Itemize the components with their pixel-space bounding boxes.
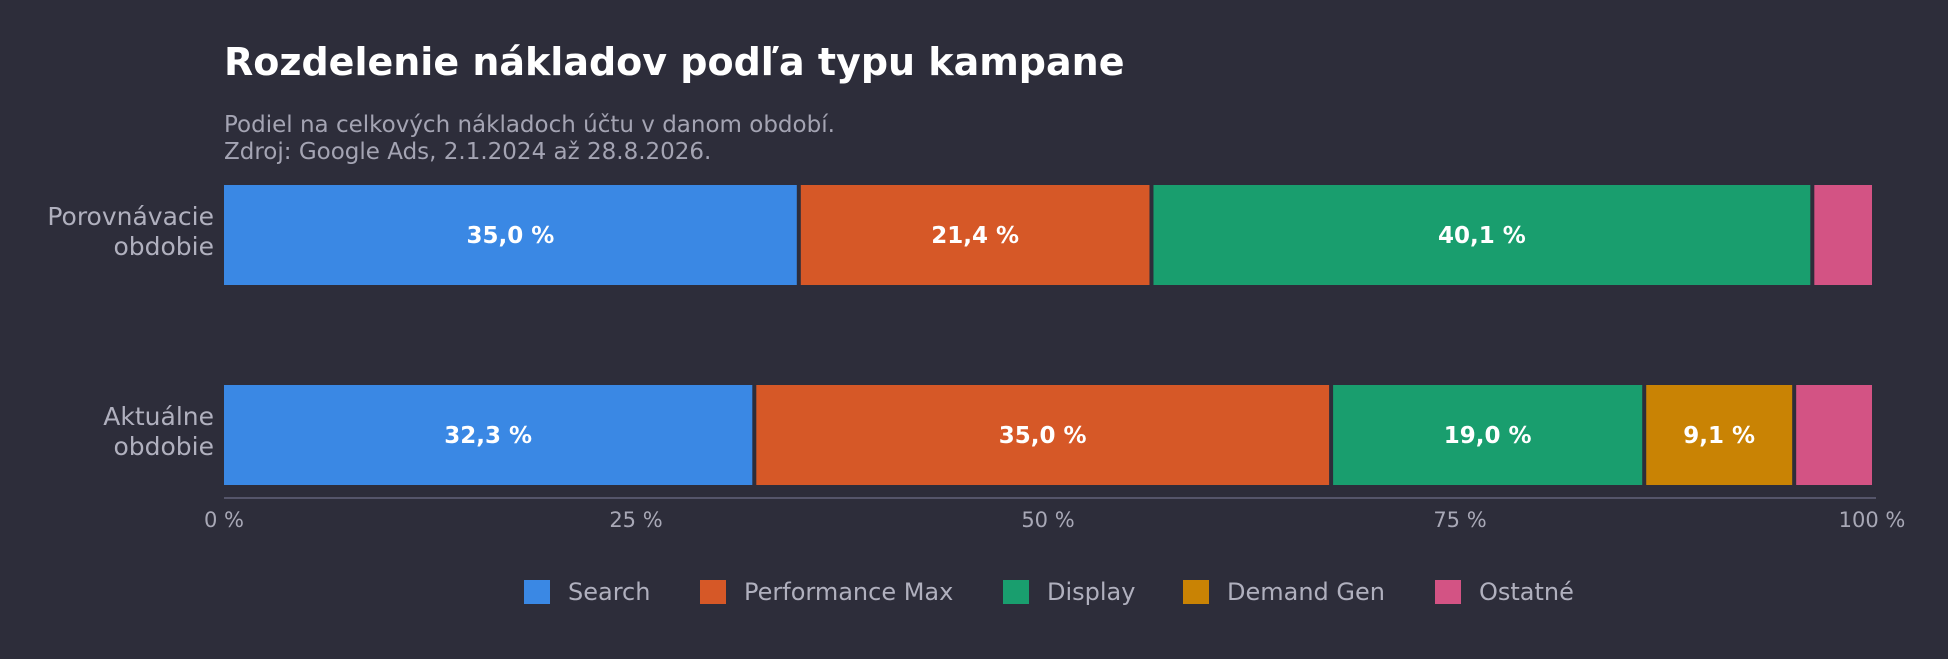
category-label: Porovnávacie (47, 202, 214, 231)
bar-segment-display-1 (1333, 385, 1643, 485)
legend-label: Search (568, 578, 650, 606)
legend-swatch (524, 580, 550, 604)
legend-swatch (700, 580, 726, 604)
legend-label: Display (1047, 578, 1135, 606)
legend: Search Performance Max Display Demand Gen Os… (524, 578, 1574, 606)
bar-segment-performance-max-1 (756, 385, 1330, 485)
bar-value-label: 21,4 % (931, 223, 1019, 249)
category-label: Aktuálne (103, 402, 214, 431)
legend-item-display[interactable]: Display (1003, 578, 1135, 606)
legend-item-search[interactable]: Search (524, 578, 650, 606)
x-axis-ticks: 0 % 25 % 50 % 75 % 100 % (204, 508, 1905, 532)
legend-label: Demand Gen (1227, 578, 1385, 606)
legend-swatch (1183, 580, 1209, 604)
chart-subtitle-line-1: Podiel na celkových nákladoch účtu v dan… (224, 112, 835, 138)
bar-segment-search-0 (224, 185, 797, 285)
bar-segment-ostatné-0 (1814, 185, 1872, 285)
bar-value-label: 19,0 % (1444, 423, 1532, 449)
bar-segment-ostatné-1 (1796, 385, 1872, 485)
legend-swatch (1435, 580, 1461, 604)
x-tick-label: 100 % (1839, 508, 1906, 532)
x-tick-label: 50 % (1021, 508, 1074, 532)
legend-label: Performance Max (744, 578, 953, 606)
bar-value-label: 40,1 % (1438, 223, 1526, 249)
legend-item-ostatné[interactable]: Ostatné (1435, 578, 1574, 606)
bar-value-label: 9,1 % (1683, 423, 1755, 449)
bar-value-label: 32,3 % (444, 423, 532, 449)
bars-group: 35,0 % 21,4 % 40,1 % 32,3 % 35,0 % 19,0 % 9,1 … (224, 185, 1872, 485)
bar-segment-display-0 (1153, 185, 1811, 285)
x-tick-label: 75 % (1433, 508, 1486, 532)
category-label: obdobie (113, 232, 214, 261)
chart-subtitle-line-2: Zdroj: Google Ads, 2.1.2024 až 28.8.2026… (224, 139, 711, 165)
bar-segment-demand-gen-1 (1646, 385, 1793, 485)
bar-value-label: 35,0 % (466, 223, 554, 249)
legend-swatch (1003, 580, 1029, 604)
bar-value-label: 35,0 % (999, 423, 1087, 449)
legend-label: Ostatné (1479, 578, 1574, 606)
bar-segment-performance-max-0 (800, 185, 1150, 285)
x-tick-label: 0 % (204, 508, 244, 532)
legend-item-demand-gen[interactable]: Demand Gen (1183, 578, 1385, 606)
legend-item-performance-max[interactable]: Performance Max (700, 578, 953, 606)
category-label: obdobie (113, 432, 214, 461)
chart-title: Rozdelenie nákladov podľa typu kampane (224, 40, 1124, 84)
bar-segment-search-1 (224, 385, 753, 485)
x-tick-label: 25 % (609, 508, 662, 532)
